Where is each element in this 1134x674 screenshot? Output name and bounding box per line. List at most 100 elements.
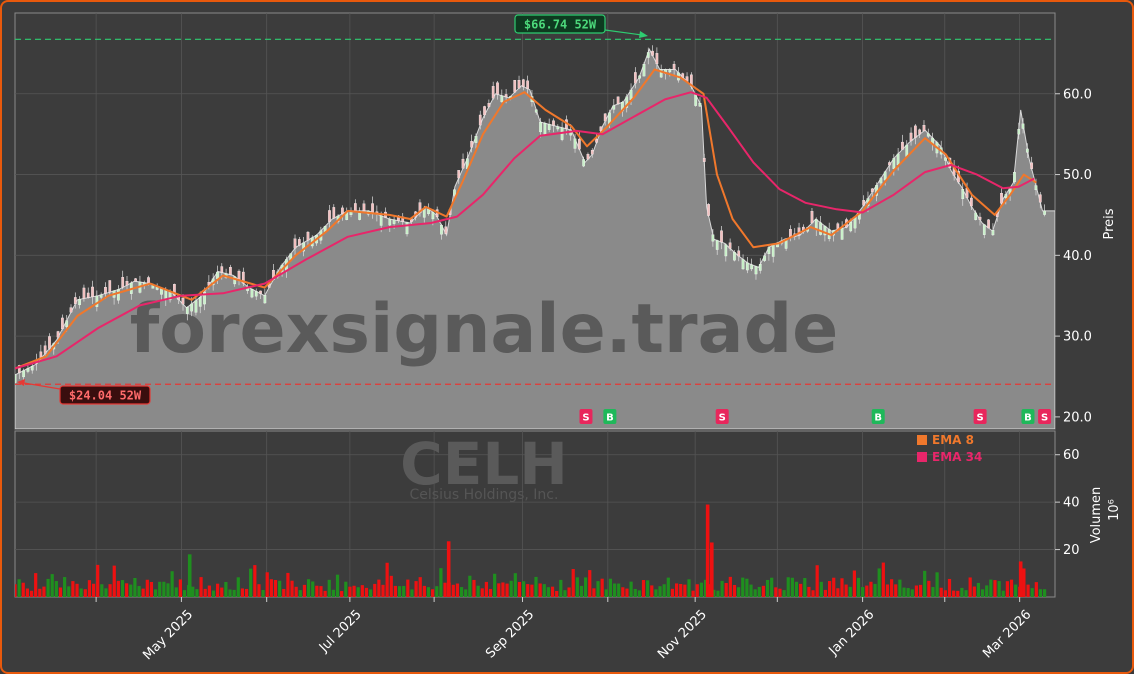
candle-body: [970, 197, 973, 207]
candle-body: [1026, 148, 1029, 153]
xtick-label-9: Jan 2026: [826, 607, 878, 659]
volume-bar: [745, 578, 749, 597]
legend-swatch-1: [917, 452, 927, 462]
volume-bar: [278, 580, 282, 597]
candle-body: [750, 264, 754, 270]
candle-body: [17, 365, 21, 373]
price-ytick-label-3: 50.0: [1063, 168, 1092, 183]
volume-bar: [856, 577, 861, 597]
volume-bar: [985, 585, 989, 597]
legend-swatch-0: [917, 435, 927, 445]
signal-label-4: S: [977, 413, 984, 424]
candle-body: [763, 255, 766, 261]
candle-body: [543, 123, 547, 135]
volume-bar: [87, 580, 92, 597]
volume-bar: [902, 587, 906, 597]
volume-bar: [621, 587, 625, 597]
volume-spike-3: [710, 542, 714, 597]
candle-body: [30, 366, 34, 371]
volume-bar: [335, 574, 340, 597]
candle-body: [427, 208, 430, 215]
volume-bar: [125, 583, 129, 597]
candle-body: [517, 80, 521, 89]
candle-body: [629, 89, 633, 100]
volume-bar: [497, 583, 501, 597]
volume-bar: [162, 581, 166, 597]
volume-bar: [749, 584, 753, 597]
volume-bar: [774, 587, 778, 597]
volume-bar: [352, 585, 356, 597]
volume-bar: [203, 588, 207, 597]
volume-bar: [199, 577, 203, 597]
low-52w-label: $24.04 52W: [69, 389, 142, 403]
volume-bar: [865, 585, 869, 597]
volume-bar: [356, 587, 360, 597]
volume-bar: [25, 588, 30, 597]
volume-bar: [443, 582, 447, 597]
candle-body: [474, 136, 478, 143]
volume-bar: [236, 577, 240, 597]
volume-bar: [468, 575, 472, 597]
volume-bar: [315, 585, 319, 597]
candle-body: [987, 219, 990, 229]
volume-bar: [46, 578, 50, 597]
signal-label-2: S: [719, 413, 726, 424]
candle-body: [823, 225, 827, 236]
volume-bar: [956, 590, 960, 597]
candle-body: [104, 287, 107, 294]
candle-body: [431, 212, 435, 220]
volume-bar: [431, 589, 435, 597]
volume-bar: [451, 584, 455, 597]
signal-marker-0: [579, 409, 593, 424]
candle-body: [61, 317, 64, 330]
candle-body: [181, 297, 185, 305]
volume-bar: [931, 587, 935, 597]
volume-bar: [910, 589, 914, 597]
volume-bar: [641, 580, 646, 597]
signal-label-5: B: [1024, 413, 1032, 424]
candle-body: [612, 105, 616, 110]
volume-bar: [505, 583, 509, 597]
volume-bar: [790, 577, 794, 597]
candle-body: [358, 210, 361, 220]
candle-body: [1017, 129, 1021, 135]
volume-bar: [815, 565, 819, 597]
high-52w-badge: [514, 14, 606, 34]
volume-bar: [38, 588, 42, 597]
volume-bar: [976, 582, 981, 597]
candle-body: [982, 224, 986, 235]
volume-bar: [563, 590, 567, 597]
candle-body: [91, 286, 94, 297]
candle-body: [332, 207, 336, 219]
volume-bar: [592, 588, 596, 597]
volume-bar: [174, 587, 178, 597]
volume-bar: [997, 581, 1001, 597]
volume-bar: [286, 572, 290, 597]
volume-bar: [555, 590, 559, 597]
candle-body: [711, 234, 715, 242]
low-52w-badge: [59, 385, 151, 405]
volume-bar: [538, 583, 542, 597]
volume-bar: [778, 588, 782, 597]
volume-bar: [823, 589, 828, 597]
candle-body: [728, 242, 732, 249]
candle-body: [901, 141, 904, 150]
candle-body: [328, 210, 331, 222]
volume-bar: [679, 583, 683, 597]
low-52w-arrow: [23, 382, 61, 390]
candle-body: [646, 52, 650, 58]
candle-body: [250, 289, 254, 298]
candle-body: [552, 120, 555, 126]
candle-body: [754, 266, 758, 275]
candle-body: [573, 138, 577, 149]
volume-bar: [724, 583, 728, 597]
volume-bar: [306, 579, 311, 597]
candle-body: [491, 86, 495, 99]
volume-bar: [220, 587, 224, 597]
volume-bar: [377, 579, 381, 597]
candle-body: [108, 280, 112, 293]
volume-axis-label: Volumen: [1089, 487, 1104, 544]
candle-body: [862, 200, 866, 206]
candle-body: [203, 291, 206, 305]
